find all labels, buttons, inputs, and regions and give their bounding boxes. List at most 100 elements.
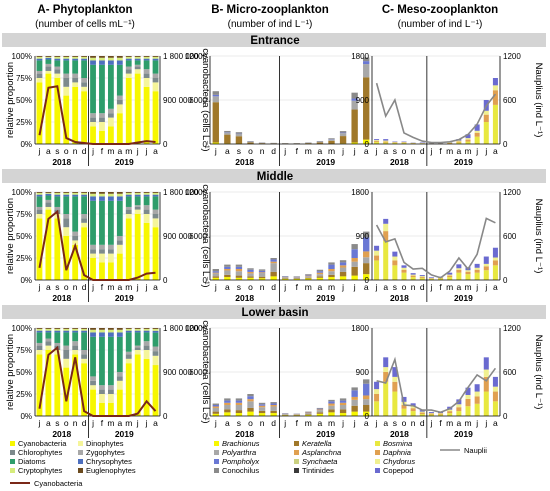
bar-segment bbox=[36, 209, 43, 214]
bar-segment bbox=[212, 405, 219, 407]
bar-segment bbox=[428, 279, 434, 280]
bar-segment bbox=[90, 122, 96, 127]
bar-segment bbox=[72, 236, 79, 241]
bar-segment bbox=[235, 271, 243, 276]
bar-segment bbox=[465, 134, 471, 139]
bar-segment bbox=[107, 244, 114, 250]
bar-segment bbox=[235, 400, 243, 403]
bar-segment bbox=[72, 56, 79, 57]
bar-segment bbox=[456, 269, 462, 273]
bar-segment bbox=[456, 268, 462, 270]
year-label: 2019 bbox=[316, 429, 335, 439]
bar-segment bbox=[438, 413, 444, 415]
bar-segment bbox=[45, 192, 52, 194]
bar-segment bbox=[116, 57, 123, 61]
bar-segment bbox=[125, 330, 132, 333]
bar-segment bbox=[107, 60, 114, 65]
bar-segment bbox=[492, 104, 498, 144]
bar-segment bbox=[36, 56, 43, 57]
bar-segment bbox=[374, 140, 380, 142]
bar-segment bbox=[383, 140, 389, 142]
bar-segment bbox=[392, 265, 398, 280]
bar-segment bbox=[212, 94, 219, 97]
bar-segment bbox=[351, 275, 358, 280]
bar-segment bbox=[36, 328, 43, 331]
bar-segment bbox=[316, 269, 324, 272]
month-label: j bbox=[91, 146, 94, 156]
bar-segment bbox=[270, 263, 277, 272]
month-label: a bbox=[153, 418, 158, 428]
bar-segment bbox=[125, 192, 132, 195]
legend-label: Copepod bbox=[383, 466, 413, 475]
bar-segment bbox=[143, 330, 150, 333]
bar-segment bbox=[247, 273, 254, 277]
bar-segment bbox=[45, 206, 52, 210]
bar-segment bbox=[36, 218, 43, 280]
bar-segment bbox=[81, 218, 88, 223]
bar-segment bbox=[90, 57, 96, 61]
month-label: j bbox=[91, 282, 94, 292]
bar-segment bbox=[235, 136, 243, 144]
bar-segment bbox=[125, 196, 132, 207]
bar-segment bbox=[143, 56, 150, 59]
bar-segment bbox=[374, 245, 380, 251]
bar-segment bbox=[63, 192, 70, 193]
bar-segment bbox=[447, 409, 453, 412]
month-label: j bbox=[484, 146, 487, 156]
bar-segment bbox=[63, 330, 70, 333]
bar-segment bbox=[235, 264, 243, 267]
bar-segment bbox=[63, 328, 70, 329]
bar-segment bbox=[328, 262, 335, 265]
legend-label: Synchaeta bbox=[302, 457, 337, 466]
bar-segment bbox=[447, 274, 453, 276]
bar-segment bbox=[134, 56, 141, 57]
bar-segment bbox=[351, 261, 358, 267]
month-label: m bbox=[107, 146, 114, 156]
month-label: s bbox=[393, 146, 397, 156]
bar-segment bbox=[54, 66, 61, 70]
bar-segment bbox=[328, 409, 335, 413]
bar-segment bbox=[410, 406, 416, 409]
bar-segment bbox=[90, 249, 96, 254]
bar-segment bbox=[116, 100, 123, 105]
bar-segment bbox=[305, 274, 312, 275]
bar-segment bbox=[107, 402, 114, 416]
month-label: j bbox=[136, 418, 139, 428]
bar-segment bbox=[410, 274, 416, 276]
year-label: 2019 bbox=[115, 157, 134, 167]
bar-segment bbox=[492, 265, 498, 280]
bar-segment bbox=[90, 328, 96, 330]
bar-segment bbox=[305, 276, 312, 278]
bar-segment bbox=[152, 209, 159, 214]
legend-label: Conochilus bbox=[222, 466, 259, 475]
bar-segment bbox=[247, 268, 254, 270]
bar-segment bbox=[54, 60, 61, 67]
tick-label-left: 0 bbox=[203, 412, 208, 421]
month-label: a bbox=[117, 418, 122, 428]
bar-segment bbox=[99, 122, 105, 131]
bar-segment bbox=[351, 258, 358, 262]
bar-segment bbox=[447, 277, 453, 280]
bar-segment bbox=[90, 336, 96, 377]
bar-segment bbox=[465, 387, 471, 395]
bar-segment bbox=[383, 142, 389, 144]
tick-label-left: 12000 bbox=[185, 52, 208, 61]
bar-segment bbox=[363, 395, 370, 400]
bar-segment bbox=[81, 363, 88, 416]
bar-segment bbox=[45, 56, 52, 58]
year-label: 2018 bbox=[235, 157, 254, 167]
month-label: j bbox=[38, 282, 41, 292]
bar-segment bbox=[63, 58, 70, 61]
bar-segment bbox=[63, 194, 70, 197]
bar-segment bbox=[235, 134, 243, 137]
bar-segment bbox=[392, 143, 398, 144]
bar-segment bbox=[428, 277, 434, 279]
year-label: 2019 bbox=[115, 429, 134, 439]
month-label: j bbox=[341, 146, 344, 156]
bar-segment bbox=[328, 140, 335, 144]
bar-segment bbox=[305, 414, 312, 416]
bar-segment bbox=[328, 405, 335, 410]
bar-segment bbox=[351, 396, 358, 400]
bar-segment bbox=[428, 413, 434, 415]
bar-segment bbox=[36, 60, 43, 71]
